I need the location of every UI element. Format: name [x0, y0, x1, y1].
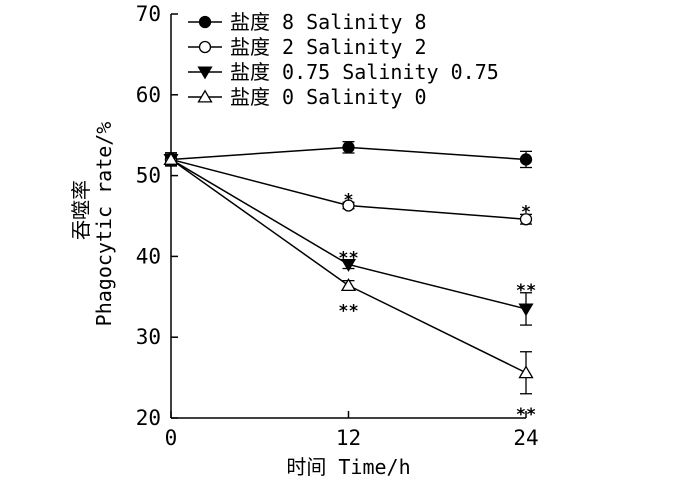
point-2-2	[518, 303, 534, 317]
legend-marker-3	[197, 89, 213, 103]
legend-marker-2	[197, 66, 213, 80]
y-tick-label-40: 40	[136, 244, 161, 268]
point-0-1	[342, 141, 355, 154]
sig-label-1-1: *	[343, 190, 353, 210]
series-3	[163, 151, 534, 395]
significance-labels: **********	[338, 190, 536, 424]
series-0	[164, 141, 533, 169]
legend: 盐度 8 Salinity 8盐度 2 Salinity 2盐度 0.75 Sa…	[188, 10, 499, 109]
point-2-1	[340, 259, 357, 272]
legend-label-1: 盐度 2 Salinity 2	[230, 35, 427, 59]
legend-item-3: 盐度 0 Salinity 0	[188, 85, 427, 109]
y-axis-title-cn: 吞噬率	[69, 180, 93, 240]
y-ticks: 20 30 40 50 60 70	[136, 2, 178, 430]
legend-label-3: 盐度 0 Salinity 0	[230, 85, 427, 109]
x-ticks: 0 12 24	[165, 411, 539, 450]
series-2	[163, 152, 534, 326]
legend-item-2: 盐度 0.75 Salinity 0.75	[188, 60, 499, 84]
sig-label-3-1: **	[338, 301, 358, 321]
point-1-1	[342, 199, 355, 212]
legend-item-0: 盐度 8 Salinity 8	[188, 10, 427, 34]
series-group	[163, 141, 534, 395]
y-tick-label-20: 20	[136, 406, 161, 430]
legend-marker-1	[198, 40, 212, 54]
point-1-2	[519, 213, 533, 226]
point-0-2	[519, 153, 533, 166]
point-3-2	[518, 365, 534, 379]
y-tick-label-60: 60	[136, 83, 161, 107]
point-3-0	[163, 151, 179, 165]
sig-label-3-2: **	[516, 405, 536, 425]
legend-item-1: 盐度 2 Salinity 2	[188, 35, 427, 59]
legend-label-2: 盐度 0.75 Salinity 0.75	[230, 60, 499, 84]
point-3-1	[340, 278, 357, 292]
sig-label-1-2: *	[521, 202, 531, 222]
x-tick-label-0: 0	[165, 426, 178, 450]
legend-marker-0	[198, 15, 212, 29]
sig-label-2-2: **	[516, 281, 536, 301]
y-tick-label-50: 50	[136, 164, 161, 188]
y-axis-title-en: Phagocytic rate/%	[92, 122, 116, 327]
y-tick-label-70: 70	[136, 2, 161, 26]
x-axis-title: 时间 Time/h	[286, 455, 410, 479]
y-tick-label-30: 30	[136, 325, 161, 349]
sig-label-2-1: **	[338, 248, 358, 268]
x-tick-label-24: 24	[513, 426, 538, 450]
x-tick-label-12: 12	[336, 426, 361, 450]
legend-label-0: 盐度 8 Salinity 8	[230, 10, 427, 34]
